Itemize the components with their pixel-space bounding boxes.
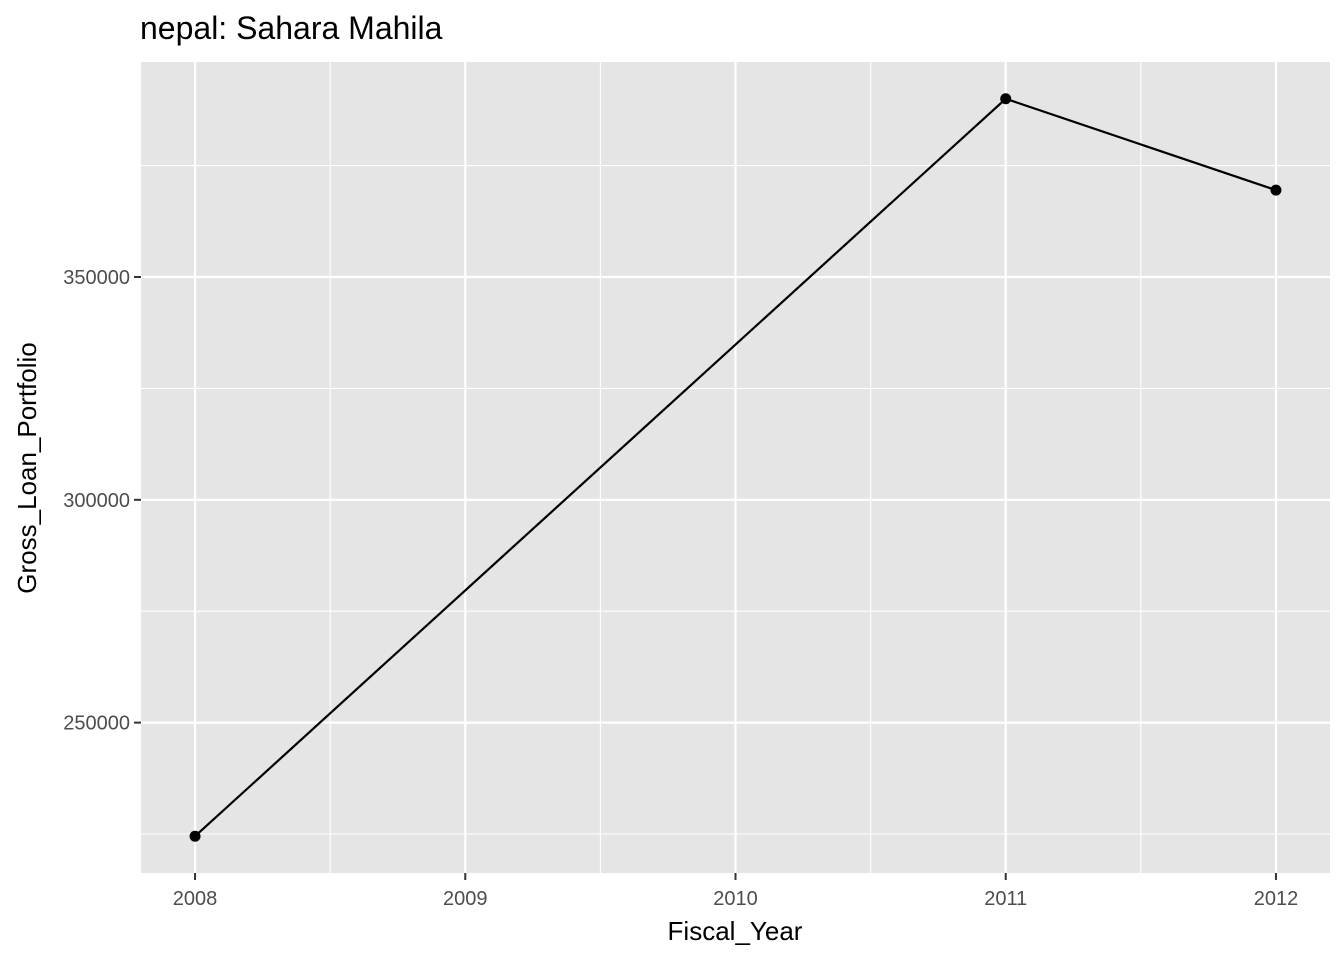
x-tick-label: 2009 <box>443 888 488 910</box>
x-axis-title: Fiscal_Year <box>668 916 803 946</box>
y-tick-label: 250000 <box>63 713 130 735</box>
y-axis-title: Gross_Loan_Portfolio <box>12 342 42 593</box>
x-tick-label: 2012 <box>1254 888 1299 910</box>
data-point <box>189 830 201 842</box>
y-tick-label: 300000 <box>63 490 130 512</box>
x-tick-label: 2010 <box>713 888 758 910</box>
major-grid <box>141 62 1330 873</box>
y-tick-label: 350000 <box>63 267 130 289</box>
chart-title: nepal: Sahara Mahila <box>140 10 443 46</box>
x-tick-label: 2011 <box>984 888 1027 910</box>
x-tick-label: 2008 <box>173 888 218 910</box>
data-points <box>189 93 1282 842</box>
y-axis: 250000 300000 350000 <box>63 267 141 735</box>
data-point <box>1270 184 1282 196</box>
x-axis: 2008 2009 2010 2011 2012 <box>173 873 1298 910</box>
data-point <box>1000 93 1012 105</box>
